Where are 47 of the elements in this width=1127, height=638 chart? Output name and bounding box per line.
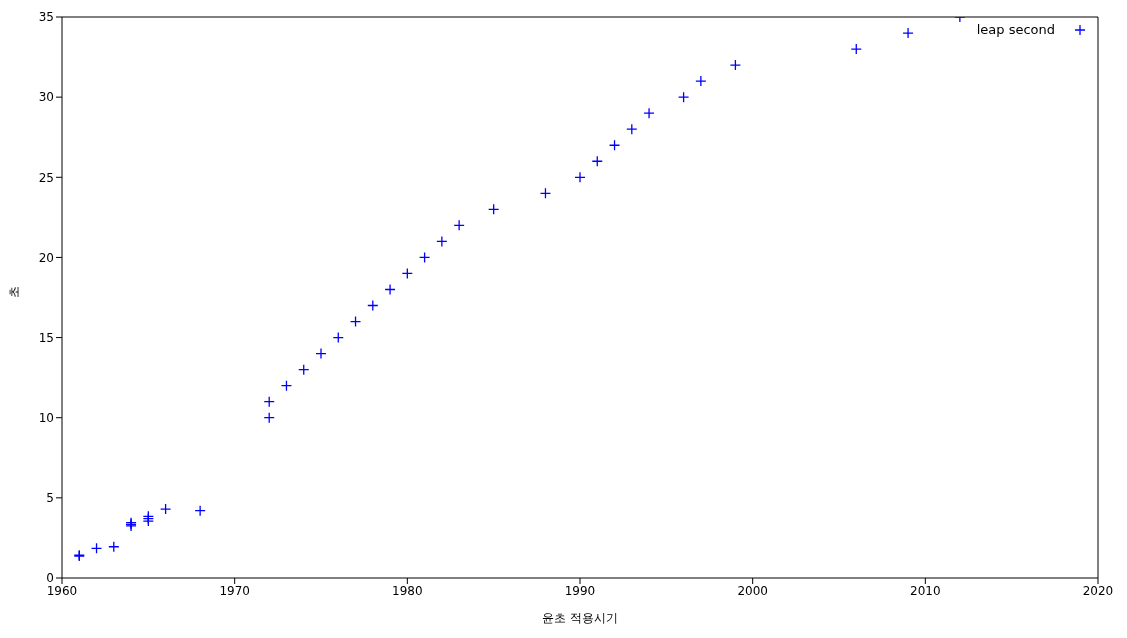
point xyxy=(850,43,862,55)
x-tick-label: 1960 xyxy=(46,583,78,598)
point xyxy=(608,139,621,151)
y-axis-title: 초 xyxy=(7,285,22,298)
y-tick-label: 15 xyxy=(38,330,54,345)
point xyxy=(263,396,275,408)
point xyxy=(315,347,327,360)
y-tick-label: 10 xyxy=(38,410,54,425)
point xyxy=(298,363,310,376)
point xyxy=(332,331,344,344)
y-tick-label: 5 xyxy=(46,491,54,506)
point xyxy=(453,219,465,232)
x-axis-title: 윤초 적용시기 xyxy=(542,611,618,625)
point xyxy=(108,541,120,553)
point xyxy=(418,251,431,264)
point xyxy=(574,171,586,183)
y-tick-label: 25 xyxy=(38,170,54,185)
point xyxy=(90,542,103,554)
point xyxy=(401,267,413,280)
point xyxy=(194,505,206,517)
y-tick-label: 35 xyxy=(38,10,54,25)
point xyxy=(263,412,275,424)
point xyxy=(384,283,396,296)
x-tick-label: 1990 xyxy=(564,583,596,598)
y-tick-label: 20 xyxy=(38,250,54,265)
point xyxy=(280,380,293,392)
point xyxy=(436,235,448,248)
point xyxy=(159,503,172,515)
point xyxy=(695,75,707,87)
point xyxy=(677,91,690,103)
x-tick-label: 2020 xyxy=(1082,583,1114,598)
point xyxy=(349,315,362,328)
point xyxy=(539,187,552,199)
point xyxy=(643,107,655,119)
x-tick-label: 1980 xyxy=(392,583,423,598)
point xyxy=(591,155,603,167)
point xyxy=(626,123,638,135)
point xyxy=(902,27,914,39)
legend-label: leap second xyxy=(976,22,1055,37)
point xyxy=(488,203,500,215)
point xyxy=(729,59,742,71)
point xyxy=(367,299,379,312)
x-tick-label: 2000 xyxy=(737,583,768,598)
x-tick-label: 2010 xyxy=(910,583,941,598)
x-tick-label: 1970 xyxy=(219,583,250,598)
y-tick-label: 30 xyxy=(38,90,54,105)
y-tick-label: 0 xyxy=(46,571,54,586)
